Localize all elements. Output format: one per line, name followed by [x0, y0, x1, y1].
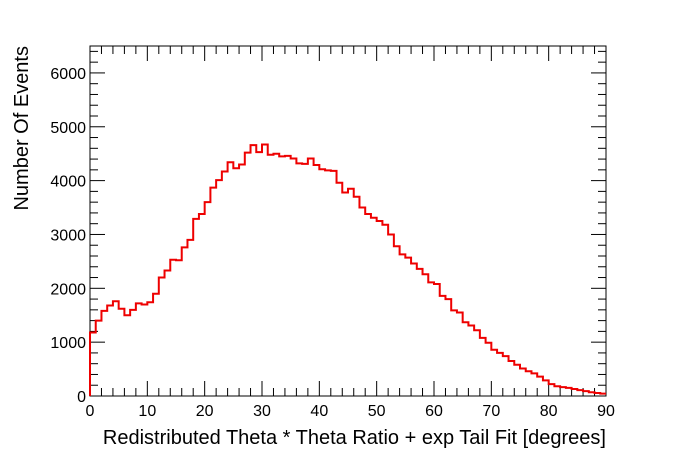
x-tick-label: 60 — [425, 403, 443, 420]
plot-frame — [89, 45, 607, 397]
y-tick-label: 1000 — [50, 335, 86, 352]
y-tick-label: 3000 — [50, 227, 86, 244]
x-tick-label: 90 — [597, 403, 615, 420]
x-tick-label: 80 — [540, 403, 558, 420]
y-tick-label: 2000 — [50, 281, 86, 298]
y-tick-label: 5000 — [50, 120, 86, 137]
x-tick-labels: 0 10 20 30 40 50 60 70 80 90 — [86, 403, 615, 420]
x-tick-label: 30 — [253, 403, 271, 420]
histogram-series-line — [89, 143, 606, 396]
x-tick-label: 20 — [196, 403, 214, 420]
x-tick-label: 50 — [368, 403, 386, 420]
y-tick-label: 4000 — [50, 174, 86, 191]
y-tick-label: 6000 — [50, 66, 86, 83]
y-axis-title: Number Of Events — [11, 46, 33, 211]
x-axis-title: Redistributed Theta * Theta Ratio + exp … — [103, 427, 606, 449]
y-tick-labels: 0 1000 2000 3000 4000 5000 6000 — [50, 66, 86, 406]
plot-border — [89, 45, 607, 397]
axis-ticks — [89, 46, 607, 397]
x-tick-label: 70 — [482, 403, 500, 420]
x-tick-label: 40 — [310, 403, 328, 420]
x-tick-label: 0 — [86, 403, 95, 420]
y-tick-label: 0 — [77, 389, 86, 406]
x-tick-label: 10 — [138, 403, 156, 420]
